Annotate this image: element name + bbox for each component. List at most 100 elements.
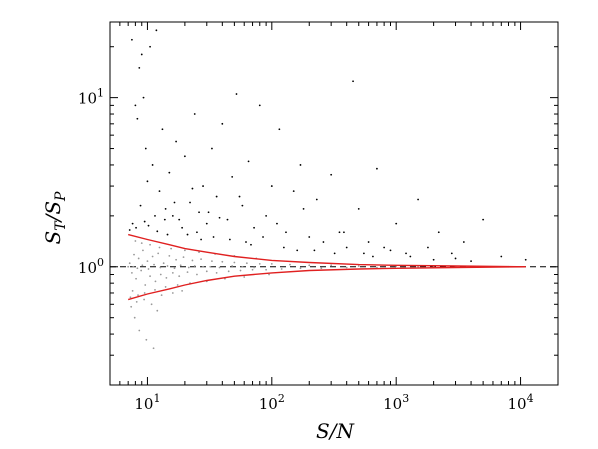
- series-1-point-47: [357, 207, 360, 210]
- series-0-point-81: [166, 265, 169, 267]
- series-1-point-81: [238, 195, 241, 198]
- series-1-point-84: [262, 236, 264, 238]
- series-1-point-72: [181, 226, 184, 229]
- series-0-point-3: [135, 277, 137, 280]
- series-0-point-61: [164, 286, 167, 288]
- series-0-point-102: [156, 309, 159, 312]
- series-0-point-11: [154, 280, 157, 283]
- series-1-point-82: [245, 241, 247, 243]
- series-0-point-60: [158, 246, 161, 249]
- series-0-point-22: [191, 259, 194, 262]
- series-0-point-44: [357, 265, 360, 267]
- series-0-point-101: [152, 347, 155, 350]
- series-1-point-75: [196, 231, 198, 234]
- x-tick-label: 104: [508, 392, 534, 413]
- series-0-point-93: [135, 300, 138, 303]
- series-1-point-10: [155, 29, 158, 32]
- series-1-point-8: [149, 45, 151, 48]
- series-1-point-64: [139, 204, 142, 207]
- series-0-point-39: [299, 267, 302, 270]
- series-0-point-10: [151, 255, 154, 258]
- series-1-point-7: [146, 180, 149, 183]
- series-0-point-2: [133, 253, 135, 256]
- series-0-point-16: [168, 254, 171, 257]
- series-1-point-67: [154, 214, 156, 217]
- series-0-point-91: [253, 266, 255, 269]
- series-1-point-85: [276, 222, 278, 225]
- series-1-point-53: [417, 198, 419, 201]
- series-0-point-8: [146, 260, 149, 263]
- series-0-point-15: [165, 276, 168, 279]
- series-1-point-21: [198, 211, 200, 214]
- axis-ticks: 101 102 103 104 100 101: [78, 22, 559, 413]
- series-1-point-30: [241, 204, 244, 207]
- series-1-point-15: [171, 214, 174, 217]
- series-0-point-27: [215, 271, 218, 274]
- series-0-point-82: [173, 267, 176, 270]
- series-1-point-12: [161, 128, 164, 131]
- series-1-point-18: [183, 155, 186, 158]
- series-0-point-58: [149, 243, 151, 246]
- series-0-point-79: [153, 263, 155, 266]
- plot-area: [110, 29, 558, 350]
- series-1-point-39: [299, 164, 302, 166]
- series-0-point-99: [138, 329, 141, 332]
- series-0-point-42: [330, 264, 333, 267]
- series-1-point-35: [270, 185, 273, 187]
- series-0-point-76: [136, 267, 139, 270]
- series-1-point-24: [211, 147, 213, 150]
- series-0-point-9: [149, 275, 151, 278]
- series-1-point-71: [173, 201, 176, 204]
- series-1-point-66: [147, 224, 150, 227]
- series-1-point-42: [322, 241, 325, 243]
- series-1-point-31: [247, 160, 250, 163]
- series-0-point-17: [171, 271, 174, 274]
- series-1-point-40: [308, 236, 311, 238]
- series-1-point-76: [200, 238, 202, 241]
- series-1-point-22: [202, 185, 204, 187]
- series-1-point-60: [524, 258, 527, 261]
- series-1-point-56: [450, 252, 453, 255]
- series-0-point-25: [205, 270, 208, 273]
- series-1-point-54: [427, 246, 429, 249]
- series-0-point-32: [245, 262, 248, 265]
- series-1-point-32: [253, 226, 255, 229]
- series-1-point-9: [151, 164, 154, 166]
- series-0-point-74: [127, 265, 130, 268]
- series-0-point-85: [193, 265, 196, 267]
- series-0-point-103: [133, 316, 136, 319]
- y-tick-label: 101: [78, 87, 104, 108]
- series-1-point-33: [258, 104, 261, 107]
- series-1-point-96: [432, 258, 435, 261]
- series-0-point-19: [178, 275, 181, 278]
- series-0-point-98: [181, 290, 184, 292]
- series-0-point-100: [145, 338, 148, 341]
- series-1-point-79: [218, 216, 221, 219]
- series-1-point-58: [482, 218, 485, 221]
- series-1-point-26: [221, 122, 224, 125]
- series-0-point-80: [159, 266, 162, 269]
- x-axis-label: S/N: [316, 419, 355, 443]
- series-0-point-20: [182, 256, 185, 259]
- series-0-point-57: [143, 292, 146, 294]
- series-1-point-45: [345, 246, 348, 249]
- series-0-point-30: [233, 261, 236, 264]
- series-0-point-88: [218, 266, 221, 269]
- envelope-lower-line: [128, 266, 526, 301]
- series-0-point-24: [200, 258, 202, 261]
- series-1-point-43: [330, 173, 333, 176]
- series-1-point-63: [135, 226, 137, 229]
- series-1-point-90: [333, 252, 336, 255]
- series-0-point-13: [159, 273, 162, 276]
- series-1-point-27: [226, 218, 229, 221]
- series-1-point-62: [131, 222, 134, 225]
- series-0-point-77: [141, 264, 144, 267]
- series-0-point-14: [162, 262, 165, 265]
- series-0-point-28: [221, 260, 224, 263]
- series-0-point-37: [280, 268, 283, 270]
- series-0-point-6: [142, 249, 144, 252]
- series-1-point-48: [367, 241, 370, 243]
- series-1-point-4: [140, 53, 143, 56]
- series-0-point-38: [289, 263, 291, 266]
- series-0-point-78: [147, 268, 150, 270]
